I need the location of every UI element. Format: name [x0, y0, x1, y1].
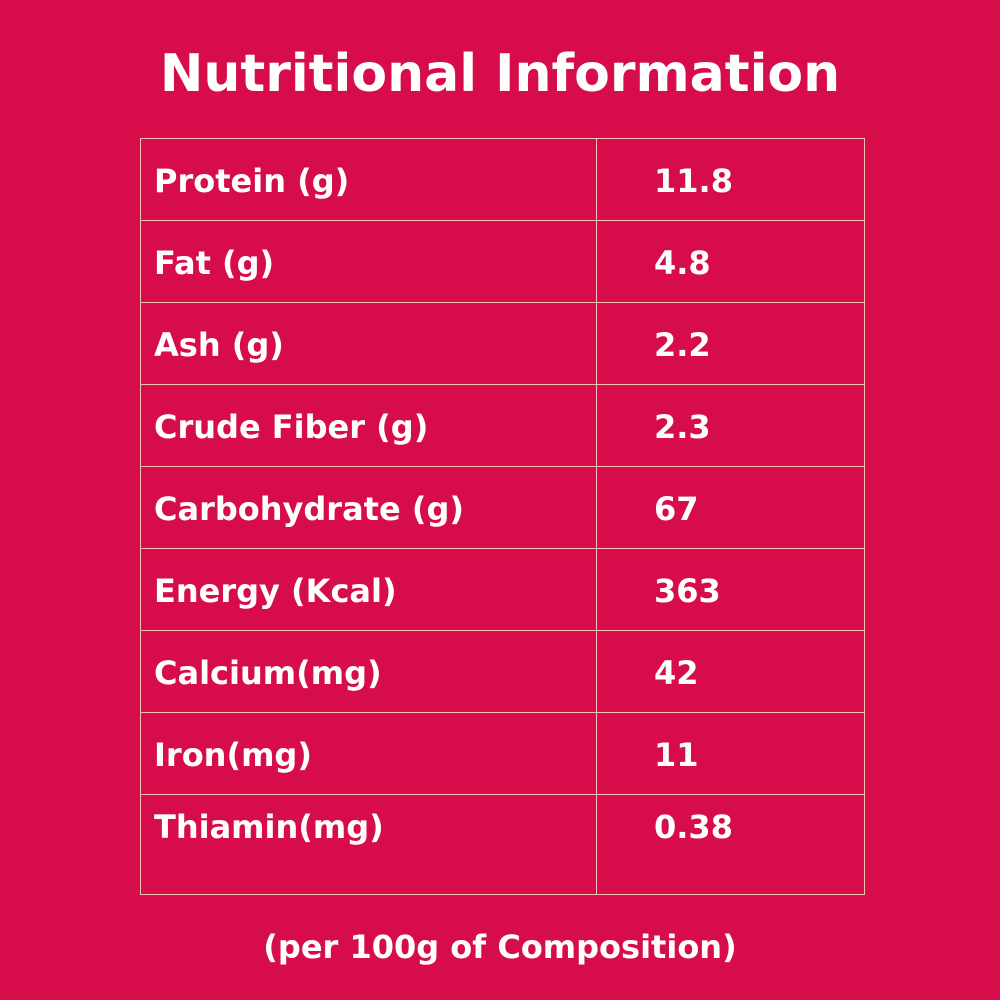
nutrient-label: Crude Fiber (g)	[154, 408, 429, 446]
nutrient-value: 4.8	[654, 244, 711, 282]
table-row: Carbohydrate (g) 67	[141, 467, 864, 549]
nutrient-label: Fat (g)	[154, 244, 275, 282]
nutrient-value: 363	[654, 572, 721, 610]
nutrient-value: 2.2	[654, 326, 711, 364]
nutrient-label: Energy (Kcal)	[154, 572, 397, 610]
table-row: Fat (g) 4.8	[141, 221, 864, 303]
table-row: Thiamin(mg) 0.38	[141, 795, 864, 896]
page-title: Nutritional Information	[159, 44, 841, 104]
table-row: Iron(mg) 11	[141, 713, 864, 795]
table-row: Crude Fiber (g) 2.3	[141, 385, 864, 467]
nutrient-label: Thiamin(mg)	[154, 808, 384, 846]
nutrient-label: Calcium(mg)	[154, 654, 382, 692]
nutrient-value: 2.3	[654, 408, 711, 446]
nutrient-label: Iron(mg)	[154, 736, 312, 774]
nutrient-value: 11	[654, 736, 699, 774]
nutrient-value: 42	[654, 654, 699, 692]
table-row: Calcium(mg) 42	[141, 631, 864, 713]
table-row: Ash (g) 2.2	[141, 303, 864, 385]
nutrition-table: Protein (g) 11.8 Fat (g) 4.8 Ash (g) 2.2…	[140, 138, 865, 895]
column-divider	[596, 139, 597, 894]
nutrient-label: Ash (g)	[154, 326, 284, 364]
nutrient-label: Carbohydrate (g)	[154, 490, 464, 528]
footnote: (per 100g of Composition)	[263, 928, 737, 966]
nutrient-value: 11.8	[654, 162, 733, 200]
nutrient-value: 0.38	[654, 808, 733, 846]
table-row: Energy (Kcal) 363	[141, 549, 864, 631]
table-row: Protein (g) 11.8	[141, 139, 864, 221]
nutrient-value: 67	[654, 490, 699, 528]
nutrient-label: Protein (g)	[154, 162, 350, 200]
